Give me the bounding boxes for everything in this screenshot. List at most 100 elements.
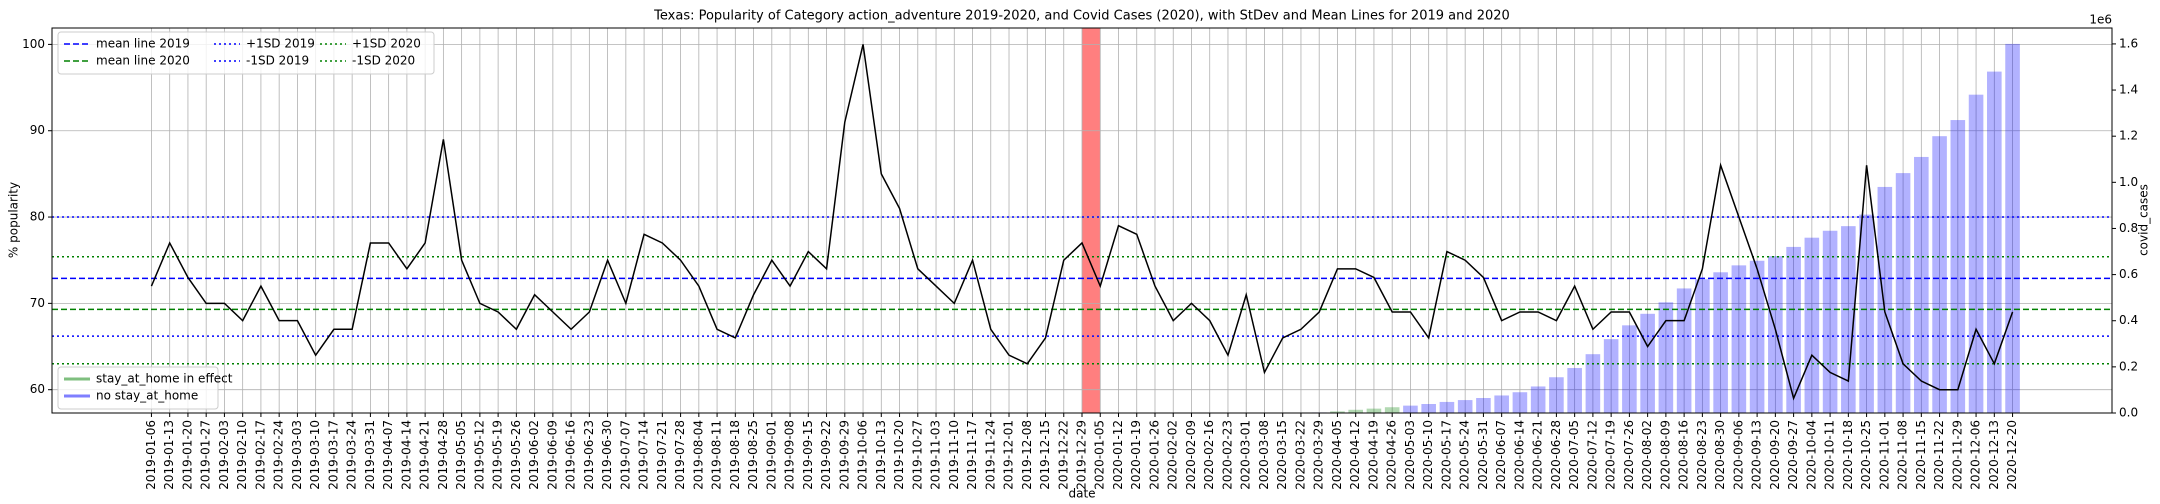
x-tick-label: 2019-02-03 bbox=[217, 420, 231, 490]
x-tick-label: 2019-02-24 bbox=[272, 420, 286, 490]
x-tick-label: 2019-04-14 bbox=[399, 420, 413, 490]
legend-label: mean line 2020 bbox=[96, 54, 190, 68]
x-tick-label: 2020-05-10 bbox=[1421, 420, 1435, 490]
x-tick-label: 2020-05-03 bbox=[1403, 420, 1417, 490]
x-tick-label: 2020-12-13 bbox=[1987, 420, 2001, 490]
y-tick-label: 80 bbox=[30, 210, 45, 224]
y2-tick-label: 0.4 bbox=[2119, 313, 2138, 327]
x-tick-label: 2019-01-06 bbox=[144, 420, 158, 490]
x-tick-label: 2020-12-20 bbox=[2005, 420, 2019, 490]
x-tick-label: 2019-01-27 bbox=[199, 420, 213, 490]
bar bbox=[1968, 94, 1984, 414]
legend-label: +1SD 2020 bbox=[352, 37, 421, 51]
x-tick-label: 2020-01-12 bbox=[1111, 420, 1125, 490]
legend-label: -1SD 2019 bbox=[246, 54, 309, 68]
bar bbox=[1512, 392, 1528, 413]
bar bbox=[1603, 339, 1619, 413]
bar bbox=[1384, 407, 1400, 413]
x-tick-label: 2020-03-01 bbox=[1239, 420, 1253, 490]
x-tick-label: 2019-06-02 bbox=[527, 420, 541, 490]
x-tick-label: 2020-06-07 bbox=[1494, 420, 1508, 490]
x-tick-label: 2019-11-10 bbox=[947, 420, 961, 490]
x-tick-label: 2019-06-09 bbox=[545, 420, 559, 490]
bar bbox=[1804, 237, 1820, 413]
highlight-span bbox=[1082, 28, 1101, 413]
x-tick-label: 2019-04-28 bbox=[436, 420, 450, 490]
x-tick-label: 2019-01-20 bbox=[180, 420, 194, 490]
line bbox=[150, 44, 2014, 401]
x-tick-label: 2020-08-23 bbox=[1695, 420, 1709, 490]
y2-axis-label: covid_cases bbox=[2137, 184, 2151, 256]
bar bbox=[1330, 411, 1345, 413]
bar bbox=[1585, 354, 1601, 413]
legend-bottom: stay_at_home in effect no stay_at_home bbox=[57, 366, 233, 410]
x-tick-label: 2019-09-08 bbox=[783, 420, 797, 490]
x-tick-label: 2020-09-20 bbox=[1768, 420, 1782, 490]
y2-tick-label: 0.0 bbox=[2119, 406, 2138, 420]
y2-tick-label: 1.0 bbox=[2119, 175, 2138, 189]
x-tick-label: 2020-07-12 bbox=[1585, 420, 1599, 490]
bar bbox=[1859, 214, 1874, 413]
x-tick-label: 2019-08-11 bbox=[710, 420, 724, 490]
bar bbox=[2005, 43, 2020, 413]
x-tick-label: 2019-07-14 bbox=[637, 420, 651, 490]
x-tick-label: 2019-03-03 bbox=[290, 420, 304, 490]
y-axis-label: % popularity bbox=[7, 182, 21, 258]
x-tick-label: 2019-07-07 bbox=[618, 420, 632, 490]
bar bbox=[1841, 226, 1856, 413]
bar bbox=[1914, 156, 1929, 413]
x-tick-label: 2019-10-06 bbox=[856, 420, 870, 490]
bar bbox=[1695, 279, 1710, 413]
x-tick-label: 2019-07-28 bbox=[673, 420, 687, 490]
x-tick-label: 2020-11-01 bbox=[1877, 420, 1891, 490]
x-tick-label: 2020-10-04 bbox=[1804, 420, 1818, 490]
x-tick-label: 2019-06-30 bbox=[600, 420, 614, 490]
x-tick-label: 2020-05-31 bbox=[1476, 420, 1490, 490]
bar bbox=[1439, 401, 1455, 413]
x-tick-label: 2020-07-19 bbox=[1604, 420, 1618, 490]
legend-label: stay_at_home in effect bbox=[96, 372, 233, 386]
x-tick-label: 2019-05-12 bbox=[472, 420, 486, 490]
x-tick-label: 2020-09-27 bbox=[1786, 420, 1800, 490]
bar bbox=[1713, 272, 1728, 413]
bar bbox=[1987, 71, 2002, 413]
x-tick-label: 2020-02-09 bbox=[1184, 420, 1198, 490]
y2-offset-label: 1e6 bbox=[2089, 13, 2112, 27]
x-tick-label: 2020-11-15 bbox=[1914, 420, 1928, 490]
y-tick-label: 100 bbox=[22, 37, 45, 51]
x-tick-label: 2020-03-29 bbox=[1312, 420, 1326, 490]
x-tick-label: 2020-06-14 bbox=[1512, 420, 1526, 490]
x-tick-label: 2020-03-08 bbox=[1257, 420, 1271, 490]
x-tick-label: 2020-01-05 bbox=[1093, 420, 1107, 490]
x-tick-label: 2020-10-11 bbox=[1823, 420, 1837, 490]
legend-label: -1SD 2020 bbox=[352, 54, 415, 68]
x-tick-label: 2020-04-19 bbox=[1366, 420, 1380, 490]
legend-box bbox=[57, 31, 435, 75]
legend-top: mean line 2019 mean line 2020 +1SD 2019 -1S… bbox=[57, 31, 435, 75]
x-tick-label: 2020-04-26 bbox=[1385, 420, 1399, 490]
bar bbox=[1731, 265, 1747, 413]
x-tick-label: 2019-03-24 bbox=[345, 420, 359, 490]
y2-tick-label: 1.6 bbox=[2119, 36, 2138, 50]
x-tick-label: 2019-11-03 bbox=[929, 420, 943, 490]
bar bbox=[1768, 256, 1783, 413]
x-tick-label: 2020-02-16 bbox=[1202, 420, 1216, 490]
x-tick-label: 2019-12-22 bbox=[1056, 420, 1070, 490]
x-tick-label: 2020-05-17 bbox=[1439, 420, 1453, 490]
x-tick-label: 2019-08-18 bbox=[728, 420, 742, 490]
bar bbox=[1366, 408, 1382, 413]
x-tick-label: 2019-05-26 bbox=[509, 420, 523, 490]
x-tick-label: 2019-12-08 bbox=[1020, 420, 1034, 490]
x-tick-label: 2020-09-06 bbox=[1731, 420, 1745, 490]
y-tick-label: 60 bbox=[30, 382, 45, 396]
x-tick-label: 2019-03-10 bbox=[308, 420, 322, 490]
x-tick-label: 2019-12-15 bbox=[1038, 420, 1052, 490]
y2-tick-label: 0.6 bbox=[2119, 267, 2138, 281]
x-tick-label: 2019-10-27 bbox=[910, 420, 924, 490]
x-tick-label: 2020-06-21 bbox=[1531, 420, 1545, 490]
x-tick-label: 2019-03-17 bbox=[326, 420, 340, 490]
x-tick-label: 2020-11-29 bbox=[1950, 420, 1964, 490]
bar bbox=[1549, 377, 1564, 413]
legend-box bbox=[57, 366, 219, 410]
